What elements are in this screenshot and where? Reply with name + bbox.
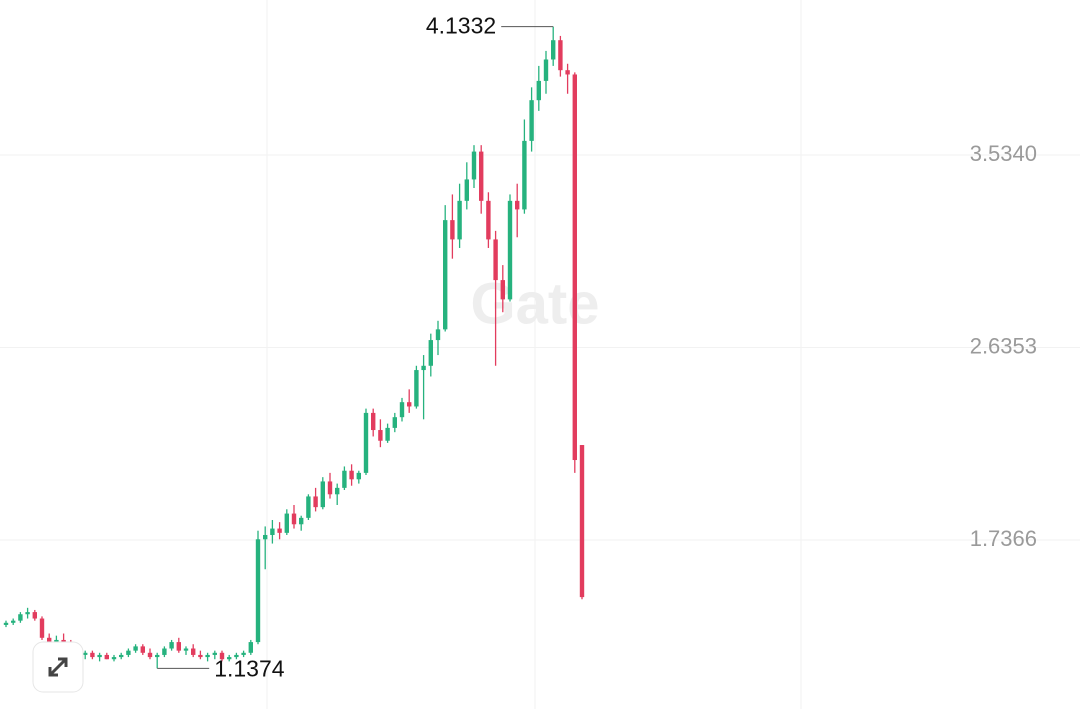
candle-body [162, 648, 167, 655]
candle-body [385, 427, 390, 441]
candle-body [126, 650, 131, 655]
candle-body [558, 40, 563, 71]
candle-body [227, 657, 232, 660]
candle-body [212, 652, 217, 655]
candle-body [471, 151, 477, 180]
candle-body [371, 412, 376, 431]
candle-body [342, 470, 347, 488]
candle-body [140, 646, 145, 653]
candle-body [219, 652, 225, 660]
candle-body [191, 648, 196, 655]
candle-body [327, 481, 333, 495]
candle-body [104, 654, 109, 660]
candle-body [543, 59, 549, 81]
candle-body [119, 654, 124, 658]
candle-body [493, 239, 498, 281]
candle-body [263, 534, 268, 540]
candle-body [83, 652, 88, 655]
expand-icon[interactable] [48, 657, 68, 677]
watermark: Gate [471, 271, 600, 336]
candle-body [284, 513, 289, 533]
candle-body [291, 513, 297, 525]
candle-body [435, 329, 441, 341]
candle-body [183, 648, 189, 651]
candle-body [579, 445, 585, 598]
candle-body [551, 40, 556, 60]
min-label: 1.1374 [214, 655, 285, 681]
candle-body [133, 646, 138, 651]
candle-body [11, 620, 16, 623]
candle-body [349, 470, 354, 480]
candle-body [500, 280, 505, 300]
candle-body [97, 654, 102, 658]
candle-body [572, 74, 577, 461]
candle-body [169, 642, 174, 649]
candle-body [18, 614, 23, 621]
candle-body [443, 220, 448, 330]
candle-body [313, 496, 318, 508]
candle-body [155, 654, 160, 658]
candle-body [234, 654, 239, 658]
candle-body [277, 528, 282, 533]
candle-body [320, 481, 325, 508]
candle-body [522, 140, 527, 210]
candle-body [515, 200, 520, 210]
candle-body [479, 151, 484, 201]
candle-body [392, 417, 397, 428]
candle-body [536, 80, 541, 101]
candle-body [248, 642, 253, 653]
expand-button[interactable] [32, 641, 84, 693]
candle-body [414, 370, 419, 407]
candle-body [363, 412, 369, 473]
candle-body [457, 200, 462, 240]
candle-body [529, 100, 534, 141]
y-tick-label: 3.5340 [970, 141, 1037, 166]
candle-body [299, 517, 304, 525]
candle-body [428, 340, 433, 366]
candle-body [421, 365, 426, 371]
y-tick-label: 1.7366 [970, 526, 1037, 551]
max-label: 4.1332 [426, 13, 496, 39]
candle-body [3, 622, 9, 625]
candle-body [32, 612, 37, 619]
candle-body [335, 487, 340, 495]
candle-body [198, 654, 203, 658]
candle-body [241, 652, 246, 655]
y-tick-label: 2.6353 [970, 333, 1037, 358]
candle-body [39, 618, 45, 638]
candle-body [270, 528, 275, 535]
candle-body [306, 496, 311, 518]
candle-body [565, 70, 570, 75]
candle-body [407, 402, 412, 407]
candle-body [450, 220, 455, 240]
candle-body [486, 200, 491, 240]
candle-body [147, 652, 153, 658]
candle-body [176, 642, 181, 651]
candle-body [464, 179, 469, 201]
candle-body [90, 652, 95, 658]
candle-body [378, 430, 383, 441]
candle-body [205, 654, 210, 658]
candle-body [356, 472, 361, 480]
candle-body [399, 402, 405, 418]
candle-body [255, 539, 261, 643]
candle-body [25, 612, 30, 615]
candle-body [507, 200, 513, 300]
candle-body [111, 657, 117, 660]
